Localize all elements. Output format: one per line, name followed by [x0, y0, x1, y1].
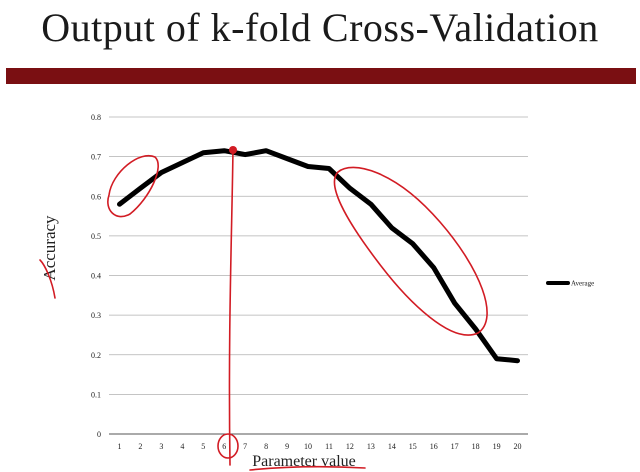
annotation-circle-x6: [217, 433, 239, 459]
annotation-peak-dot: [229, 146, 237, 154]
y-tick-0.3: 0.3: [91, 311, 101, 320]
annotation-vertical-line: [228, 147, 234, 466]
x-tick-6: 6: [222, 442, 226, 451]
series-line-average: [117, 148, 520, 364]
red-annotations: [39, 146, 488, 471]
title-divider-bar: [6, 68, 636, 84]
y-tick-0.2: 0.2: [91, 351, 101, 360]
legend: Average: [546, 280, 594, 288]
x-tick-10: 10: [304, 442, 312, 451]
x-tick-19: 19: [493, 442, 501, 451]
x-tick-9: 9: [285, 442, 289, 451]
y-tick-0.1: 0.1: [91, 390, 101, 399]
annotation-underline-xlabel: [249, 465, 366, 471]
y-tick-0.5: 0.5: [91, 232, 101, 241]
series-lines: [117, 148, 520, 364]
x-tick-2: 2: [138, 442, 142, 451]
x-tick-1: 1: [117, 442, 121, 451]
x-axis-label: Parameter value: [252, 453, 356, 470]
x-tick-3: 3: [159, 442, 163, 451]
y-tick-0.6: 0.6: [91, 192, 101, 201]
y-tick-0.8: 0.8: [91, 113, 101, 122]
x-tick-17: 17: [451, 442, 459, 451]
x-tick-12: 12: [346, 442, 354, 451]
x-tick-7: 7: [243, 442, 247, 451]
x-tick-18: 18: [472, 442, 480, 451]
y-tick-0.4: 0.4: [91, 272, 101, 281]
annotation-underline-ylabel: [39, 259, 56, 299]
y-tick-labels: 0 0.1 0.2 0.3 0.4 0.5 0.6 0.7 0.8: [91, 113, 101, 439]
x-tick-14: 14: [388, 442, 396, 451]
y-tick-0: 0: [97, 430, 101, 439]
x-tick-13: 13: [367, 442, 375, 451]
annotation-circle-left: [107, 154, 159, 218]
x-tick-16: 16: [430, 442, 438, 451]
legend-label-average: Average: [571, 280, 594, 288]
annotation-ellipse-decline: [333, 166, 488, 336]
x-tick-labels: 1 2 3 4 5 6 7 8 9 10 11 12 13 14 15 16 17 18 19 20: [117, 442, 521, 451]
x-tick-15: 15: [409, 442, 417, 451]
x-tick-4: 4: [180, 442, 184, 451]
slide-title: Output of k-fold Cross-Validation: [41, 5, 599, 50]
chart-gridlines: [109, 116, 528, 435]
x-tick-5: 5: [201, 442, 205, 451]
x-tick-11: 11: [325, 442, 333, 451]
x-tick-8: 8: [264, 442, 268, 451]
x-tick-20: 20: [514, 442, 522, 451]
y-axis-label: Accuracy: [40, 215, 59, 281]
y-tick-0.7: 0.7: [91, 153, 101, 162]
